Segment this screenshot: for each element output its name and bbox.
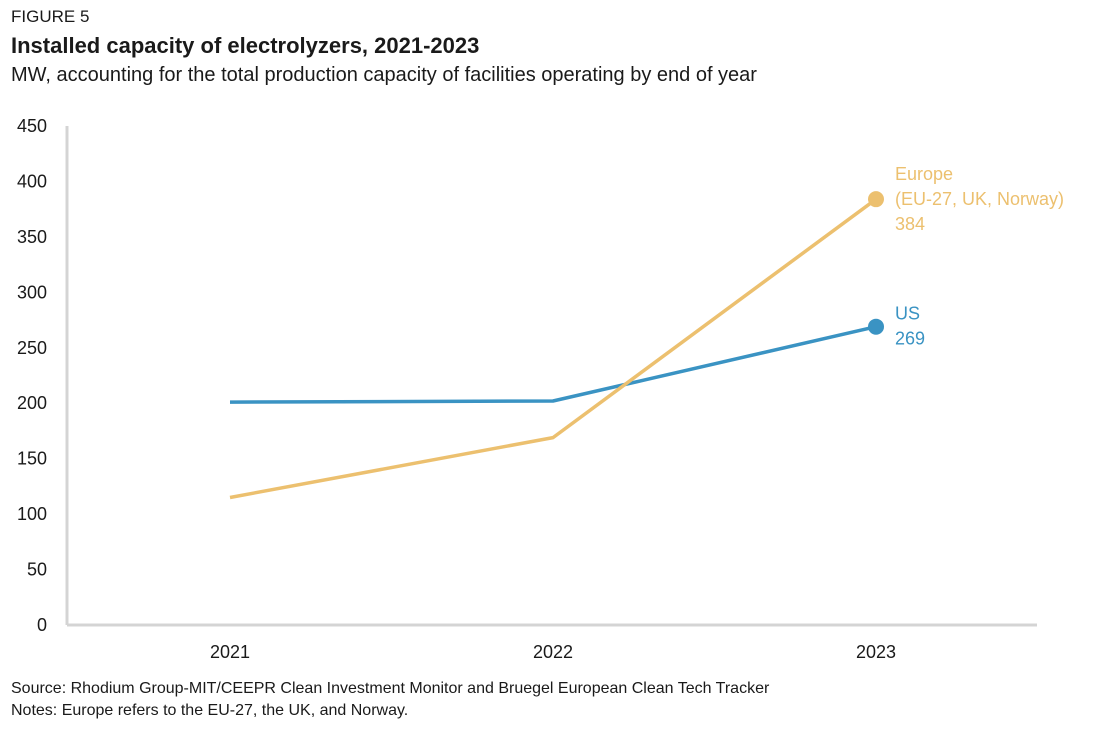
- x-tick-label: 2023: [856, 642, 896, 662]
- series-end-point-1: [868, 191, 884, 208]
- series-label-0: US: [895, 304, 920, 324]
- source-note: Source: Rhodium Group-MIT/CEEPR Clean In…: [11, 680, 770, 697]
- notes: Notes: Europe refers to the EU-27, the U…: [11, 702, 409, 719]
- x-tick-label: 2022: [533, 642, 573, 662]
- y-tick-label: 200: [17, 393, 47, 413]
- series-label-0: 269: [895, 329, 925, 349]
- y-tick-label: 350: [17, 227, 47, 247]
- y-tick-label: 50: [27, 560, 47, 580]
- y-tick-label: 150: [17, 449, 47, 469]
- x-tick-label: 2021: [210, 642, 250, 662]
- y-tick-label: 450: [17, 116, 47, 136]
- y-tick-label: 100: [17, 504, 47, 524]
- series-label-1: Europe: [895, 164, 953, 184]
- chart-series: [229, 191, 884, 500]
- chart-title: Installed capacity of electrolyzers, 202…: [11, 33, 480, 58]
- y-tick-label: 300: [17, 282, 47, 302]
- y-tick-label: 250: [17, 338, 47, 358]
- chart-end-labels: US 269 Europe (EU-27, UK, Norway) 384: [895, 164, 1064, 349]
- chart-axes: 0 50 100 150 200 250 300 350 400 450 2021 2022 2023: [17, 116, 1037, 662]
- chart-subtitle: MW, accounting for the total production …: [11, 64, 757, 86]
- series-label-1: 384: [895, 214, 925, 234]
- figure-label: FIGURE 5: [11, 7, 90, 26]
- series-line-1: [229, 197, 878, 500]
- y-tick-label: 0: [37, 615, 47, 635]
- series-label-1: (EU-27, UK, Norway): [895, 189, 1064, 209]
- series-end-point-0: [868, 318, 884, 335]
- series-line-0: [229, 325, 877, 404]
- y-tick-label: 400: [17, 171, 47, 191]
